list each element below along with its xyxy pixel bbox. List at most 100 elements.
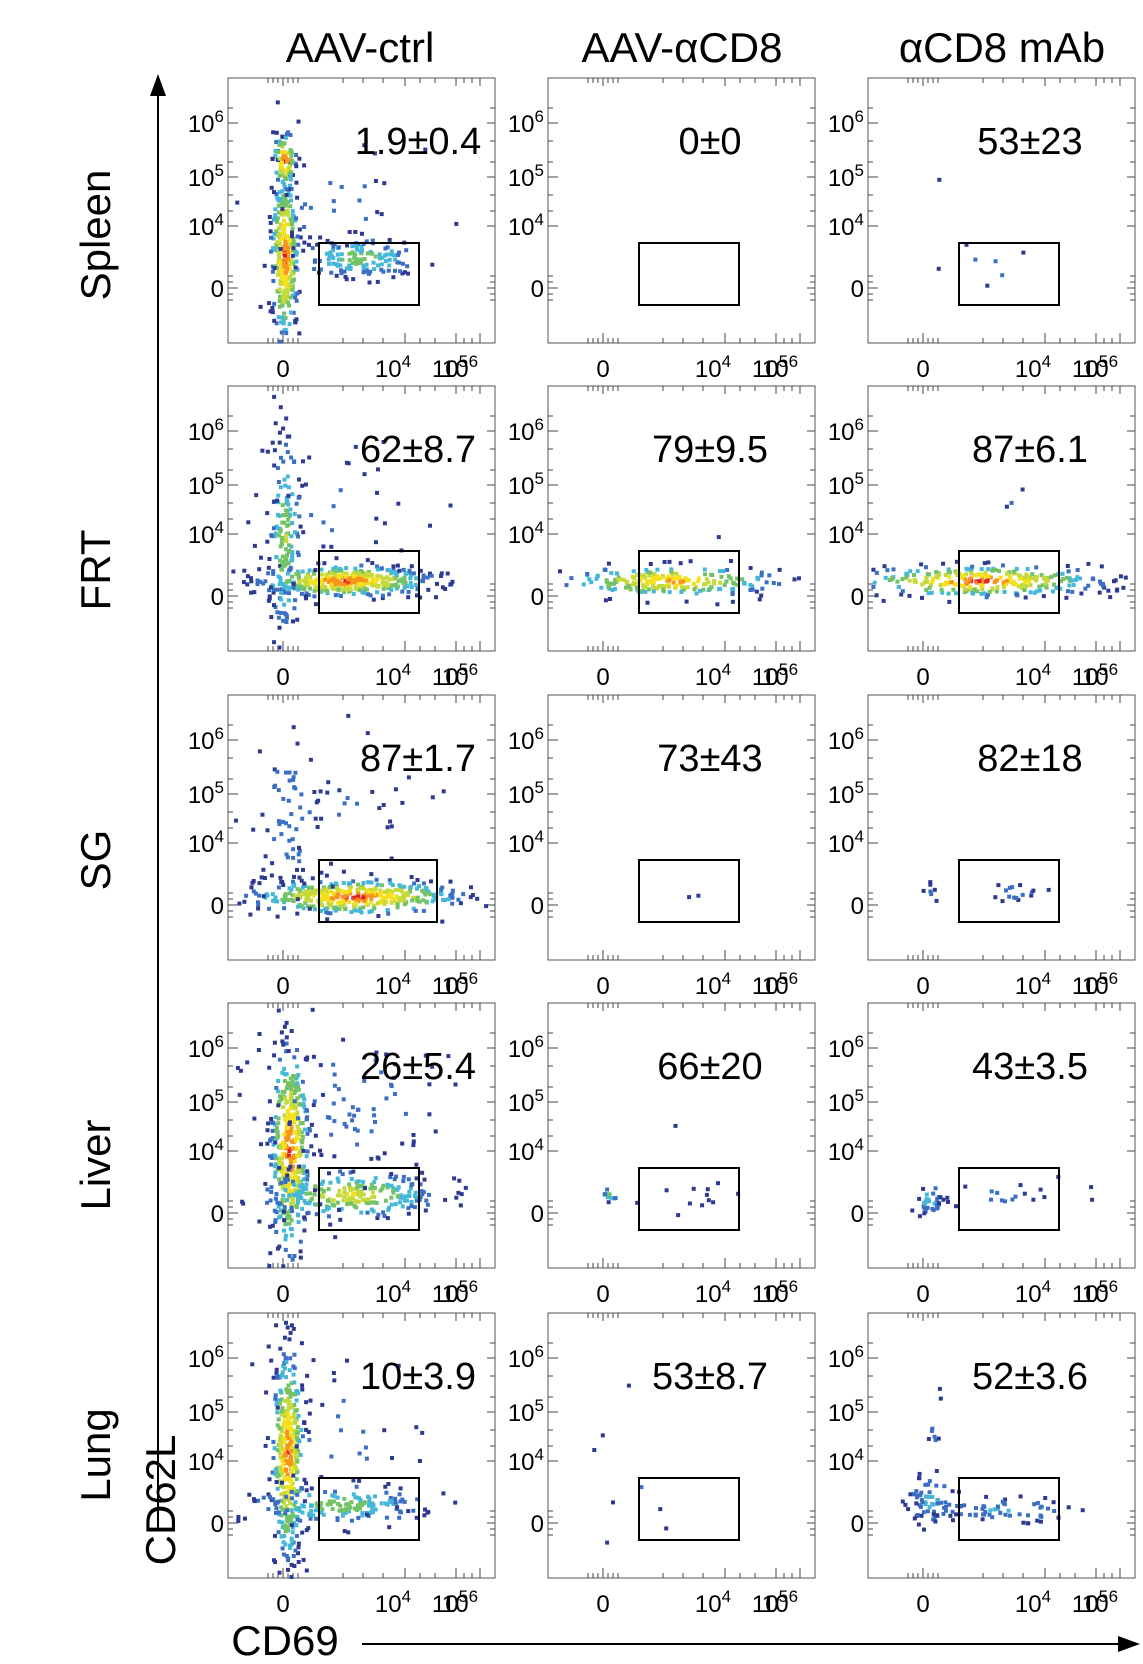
event-dot <box>1003 1199 1008 1204</box>
event-dot <box>420 1192 425 1197</box>
gate-box <box>638 550 740 614</box>
event-dot <box>1091 577 1096 582</box>
event-dot <box>289 187 294 191</box>
event-dot <box>293 320 298 325</box>
event-dot <box>702 582 706 587</box>
event-dot <box>379 262 384 267</box>
event-dot <box>284 1514 289 1519</box>
event-dot <box>410 898 415 903</box>
event-dot <box>651 589 656 594</box>
y-axis-arrowhead <box>150 74 166 96</box>
event-dot <box>413 908 418 913</box>
event-dot <box>347 251 352 256</box>
event-dot <box>373 179 378 183</box>
event-dot <box>645 582 650 586</box>
event-dot <box>1007 894 1012 899</box>
event-dot <box>281 582 285 586</box>
event-dot <box>284 1447 289 1452</box>
event-dot <box>281 1352 286 1357</box>
event-dot <box>1061 577 1065 582</box>
event-dot <box>334 883 339 888</box>
event-dot <box>335 252 340 257</box>
event-dot <box>272 448 277 453</box>
event-dot <box>281 296 286 301</box>
event-dot <box>343 274 348 279</box>
event-dot <box>289 1562 294 1567</box>
event-dot <box>238 1068 243 1073</box>
event-dot <box>378 256 382 261</box>
event-dot <box>265 1436 270 1441</box>
event-dot <box>296 553 301 558</box>
event-dot <box>296 1180 301 1185</box>
event-dot <box>730 592 735 597</box>
panel-frame <box>547 1312 816 1579</box>
event-dot <box>406 595 411 600</box>
event-dot <box>308 1516 313 1521</box>
event-dot <box>293 770 298 775</box>
event-dot <box>286 1528 291 1533</box>
event-dot <box>320 1507 325 1512</box>
event-dot <box>313 568 318 573</box>
gate-box <box>958 1167 1060 1231</box>
event-dot <box>283 1511 288 1516</box>
event-dot <box>1001 585 1006 590</box>
event-dot <box>276 1204 281 1209</box>
event-dot <box>319 580 324 585</box>
event-dot <box>270 1223 275 1228</box>
event-dot <box>297 514 302 519</box>
event-dot <box>285 1170 290 1175</box>
event-dot <box>980 573 985 577</box>
event-dot <box>315 242 320 247</box>
event-dot <box>302 1499 307 1504</box>
event-dot <box>975 580 980 585</box>
event-dot <box>340 576 345 580</box>
event-dot <box>309 1196 314 1201</box>
event-dot <box>348 1170 353 1175</box>
event-dot <box>327 254 332 259</box>
event-dot <box>664 1526 669 1531</box>
event-dot <box>278 485 283 490</box>
event-dot <box>278 1465 283 1470</box>
event-dot <box>934 1203 939 1208</box>
event-dot <box>608 597 612 601</box>
event-dot <box>402 1499 407 1504</box>
event-dot <box>256 900 260 905</box>
event-dot <box>285 284 290 289</box>
event-dot <box>354 1205 359 1210</box>
event-dot <box>742 581 747 586</box>
event-dot <box>938 1396 943 1401</box>
event-dot <box>281 292 286 297</box>
event-dot <box>366 271 371 276</box>
event-dot <box>449 582 454 587</box>
event-dot <box>288 1188 293 1193</box>
event-dot <box>321 544 326 549</box>
event-dot <box>950 1489 955 1494</box>
event-dot <box>281 1507 285 1512</box>
event-dot <box>409 1183 414 1188</box>
event-dot <box>285 855 290 860</box>
event-dot <box>418 1195 423 1199</box>
event-dot <box>296 852 301 857</box>
event-dot <box>921 1204 926 1209</box>
event-dot <box>422 1177 427 1182</box>
event-dot <box>283 135 288 140</box>
y-tick-label: 0 <box>531 584 544 611</box>
event-dot <box>344 566 349 571</box>
event-dot <box>382 1151 387 1156</box>
event-dot <box>318 1505 323 1509</box>
x-axis-label: CD69 <box>231 1617 338 1659</box>
event-dot <box>992 1507 997 1512</box>
event-dot <box>364 1201 369 1205</box>
event-dot <box>1037 584 1042 589</box>
event-dot <box>406 271 410 276</box>
event-dot <box>295 911 300 916</box>
x-tick-label: 0 <box>916 1591 929 1618</box>
event-dot <box>357 1478 362 1483</box>
event-dot <box>635 587 640 592</box>
panel-ticks <box>228 695 495 960</box>
event-dot <box>280 1525 285 1530</box>
event-dot <box>419 1189 424 1194</box>
event-dot <box>272 215 277 220</box>
event-dot <box>282 1066 287 1071</box>
